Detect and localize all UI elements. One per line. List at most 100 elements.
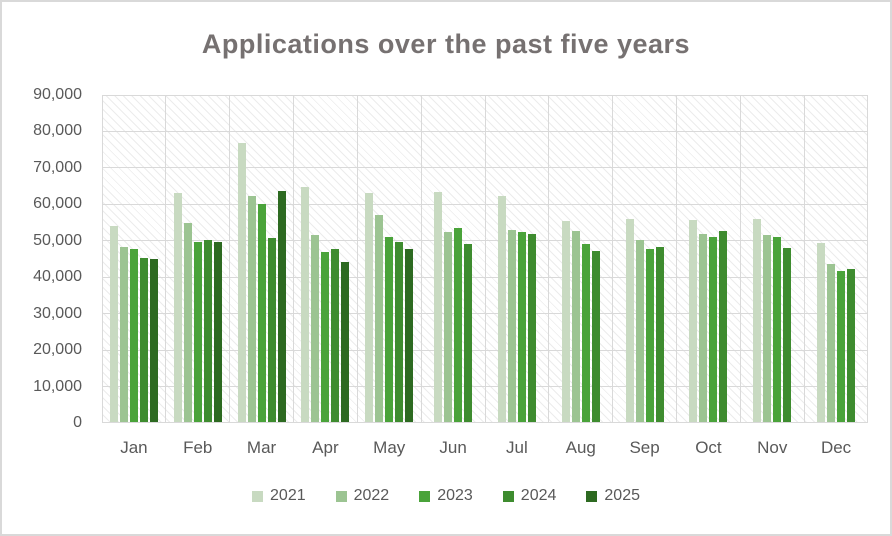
gridline-x-2 bbox=[229, 95, 231, 423]
gridline-x-10 bbox=[739, 95, 741, 423]
bar-group-jan bbox=[102, 95, 166, 423]
bar-mar-2022 bbox=[247, 196, 256, 423]
x-axis-line bbox=[102, 422, 868, 423]
bar-aug-2021 bbox=[561, 221, 570, 423]
bar-mar-2021 bbox=[237, 143, 246, 423]
bar-oct-2021 bbox=[689, 220, 698, 423]
bar-jan-2022 bbox=[119, 246, 128, 423]
x-tick-label-apr: Apr bbox=[312, 438, 339, 457]
bar-feb-2021 bbox=[173, 193, 182, 423]
gridline-x-5 bbox=[420, 95, 422, 423]
bar-group-jul bbox=[485, 95, 549, 423]
x-tick-label-dec: Dec bbox=[820, 438, 852, 457]
gridline-x-9 bbox=[676, 95, 677, 423]
bar-jan-2025 bbox=[149, 258, 158, 423]
bar-group-dec bbox=[804, 95, 868, 423]
legend-label-2023: 2023 bbox=[437, 487, 473, 504]
bar-jan-2023 bbox=[129, 249, 138, 423]
bar-sep-2022 bbox=[635, 240, 644, 423]
bar-mar-2025 bbox=[277, 191, 286, 423]
x-tick-label-nov: Nov bbox=[757, 438, 788, 457]
bar-group-oct bbox=[677, 95, 741, 423]
x-axis: Jan Feb Mar Apr May Jun Jul Aug Sep Oct Nov Dec bbox=[102, 438, 868, 462]
bar-jan-2024 bbox=[139, 257, 148, 423]
gridline-x-8 bbox=[612, 95, 614, 423]
legend-label-2024: 2024 bbox=[520, 487, 557, 504]
legend-swatch-2023 bbox=[419, 490, 431, 502]
bar-jan-2021 bbox=[109, 226, 118, 423]
bar-jun-2024 bbox=[464, 244, 473, 423]
bar-may-2024 bbox=[395, 241, 404, 423]
bar-oct-2024 bbox=[719, 230, 728, 423]
bar-group-nov bbox=[740, 95, 804, 423]
bar-may-2025 bbox=[405, 248, 414, 423]
bar-sep-2023 bbox=[645, 249, 654, 423]
bar-apr-2024 bbox=[331, 249, 340, 423]
chart-title: Applications over the past five years bbox=[201, 29, 691, 59]
bar-jul-2023 bbox=[517, 232, 526, 423]
gridline-x-11 bbox=[803, 95, 805, 423]
legend-label-2022: 2022 bbox=[353, 487, 390, 504]
y-tick-label: 30,000 bbox=[33, 304, 82, 322]
y-tick-label: 60,000 bbox=[33, 195, 82, 213]
x-tick-label-oct: Oct bbox=[695, 438, 722, 457]
bar-may-2021 bbox=[365, 193, 374, 423]
bar-jun-2023 bbox=[454, 227, 463, 423]
legend-swatch-2022 bbox=[335, 490, 347, 502]
x-tick-label-feb: Feb bbox=[183, 438, 213, 457]
bar-jun-2022 bbox=[444, 232, 453, 423]
y-tick-label: 90,000 bbox=[33, 86, 82, 103]
x-tick-label-jun: Jun bbox=[439, 438, 467, 457]
gridline-x-4 bbox=[356, 95, 358, 423]
bar-jul-2022 bbox=[507, 229, 516, 423]
bar-aug-2023 bbox=[581, 244, 590, 423]
y-tick-label: 70,000 bbox=[33, 158, 82, 176]
bar-feb-2022 bbox=[183, 222, 192, 423]
x-tick-label-jul: Jul bbox=[506, 438, 528, 457]
bar-nov-2024 bbox=[783, 248, 792, 423]
bar-nov-2023 bbox=[773, 237, 782, 423]
gridline-x-3 bbox=[293, 95, 294, 423]
bar-group-feb bbox=[166, 95, 230, 423]
legend-swatch-2021 bbox=[252, 490, 264, 502]
bar-apr-2022 bbox=[311, 235, 320, 423]
bar-jul-2021 bbox=[497, 195, 506, 423]
x-tick-label-aug: Aug bbox=[565, 438, 596, 457]
bar-feb-2024 bbox=[203, 239, 212, 423]
bar-apr-2023 bbox=[321, 252, 330, 423]
legend-item-2022: 2022 bbox=[335, 487, 390, 505]
bar-may-2022 bbox=[375, 215, 384, 423]
legend-label-2021: 2021 bbox=[270, 487, 306, 504]
bar-group-apr bbox=[294, 95, 358, 423]
bar-dec-2024 bbox=[847, 268, 856, 423]
y-tick-label: 50,000 bbox=[33, 231, 82, 249]
bar-sep-2024 bbox=[655, 246, 664, 423]
bar-jun-2021 bbox=[434, 191, 443, 423]
x-tick-label-may: May bbox=[373, 438, 406, 457]
y-tick-label: 10,000 bbox=[33, 377, 82, 395]
bar-mar-2024 bbox=[267, 238, 276, 423]
legend-swatch-2024 bbox=[502, 490, 514, 502]
bar-mar-2023 bbox=[257, 204, 266, 423]
gridline-x-12 bbox=[867, 95, 868, 423]
x-tick-label-jan: Jan bbox=[120, 438, 148, 457]
x-tick-label-sep: Sep bbox=[629, 438, 660, 457]
bar-group-aug bbox=[549, 95, 613, 423]
gridline-x-7 bbox=[548, 95, 550, 423]
bar-dec-2023 bbox=[837, 271, 846, 423]
plot-area bbox=[102, 94, 868, 423]
bar-nov-2022 bbox=[763, 235, 772, 423]
bar-oct-2022 bbox=[699, 233, 708, 423]
legend-item-2025: 2025 bbox=[586, 487, 640, 505]
legend: 2021 2022 2023 2024 2025 bbox=[2, 484, 890, 508]
bar-dec-2022 bbox=[827, 263, 836, 423]
legend-item-2023: 2023 bbox=[419, 487, 473, 505]
bar-nov-2021 bbox=[753, 218, 762, 423]
gridline-x-6 bbox=[484, 95, 486, 423]
y-tick-label: 40,000 bbox=[33, 268, 82, 286]
bar-group-sep bbox=[613, 95, 677, 423]
bar-feb-2025 bbox=[213, 242, 222, 423]
bar-aug-2024 bbox=[591, 250, 600, 423]
y-tick-label: 20,000 bbox=[33, 341, 82, 359]
